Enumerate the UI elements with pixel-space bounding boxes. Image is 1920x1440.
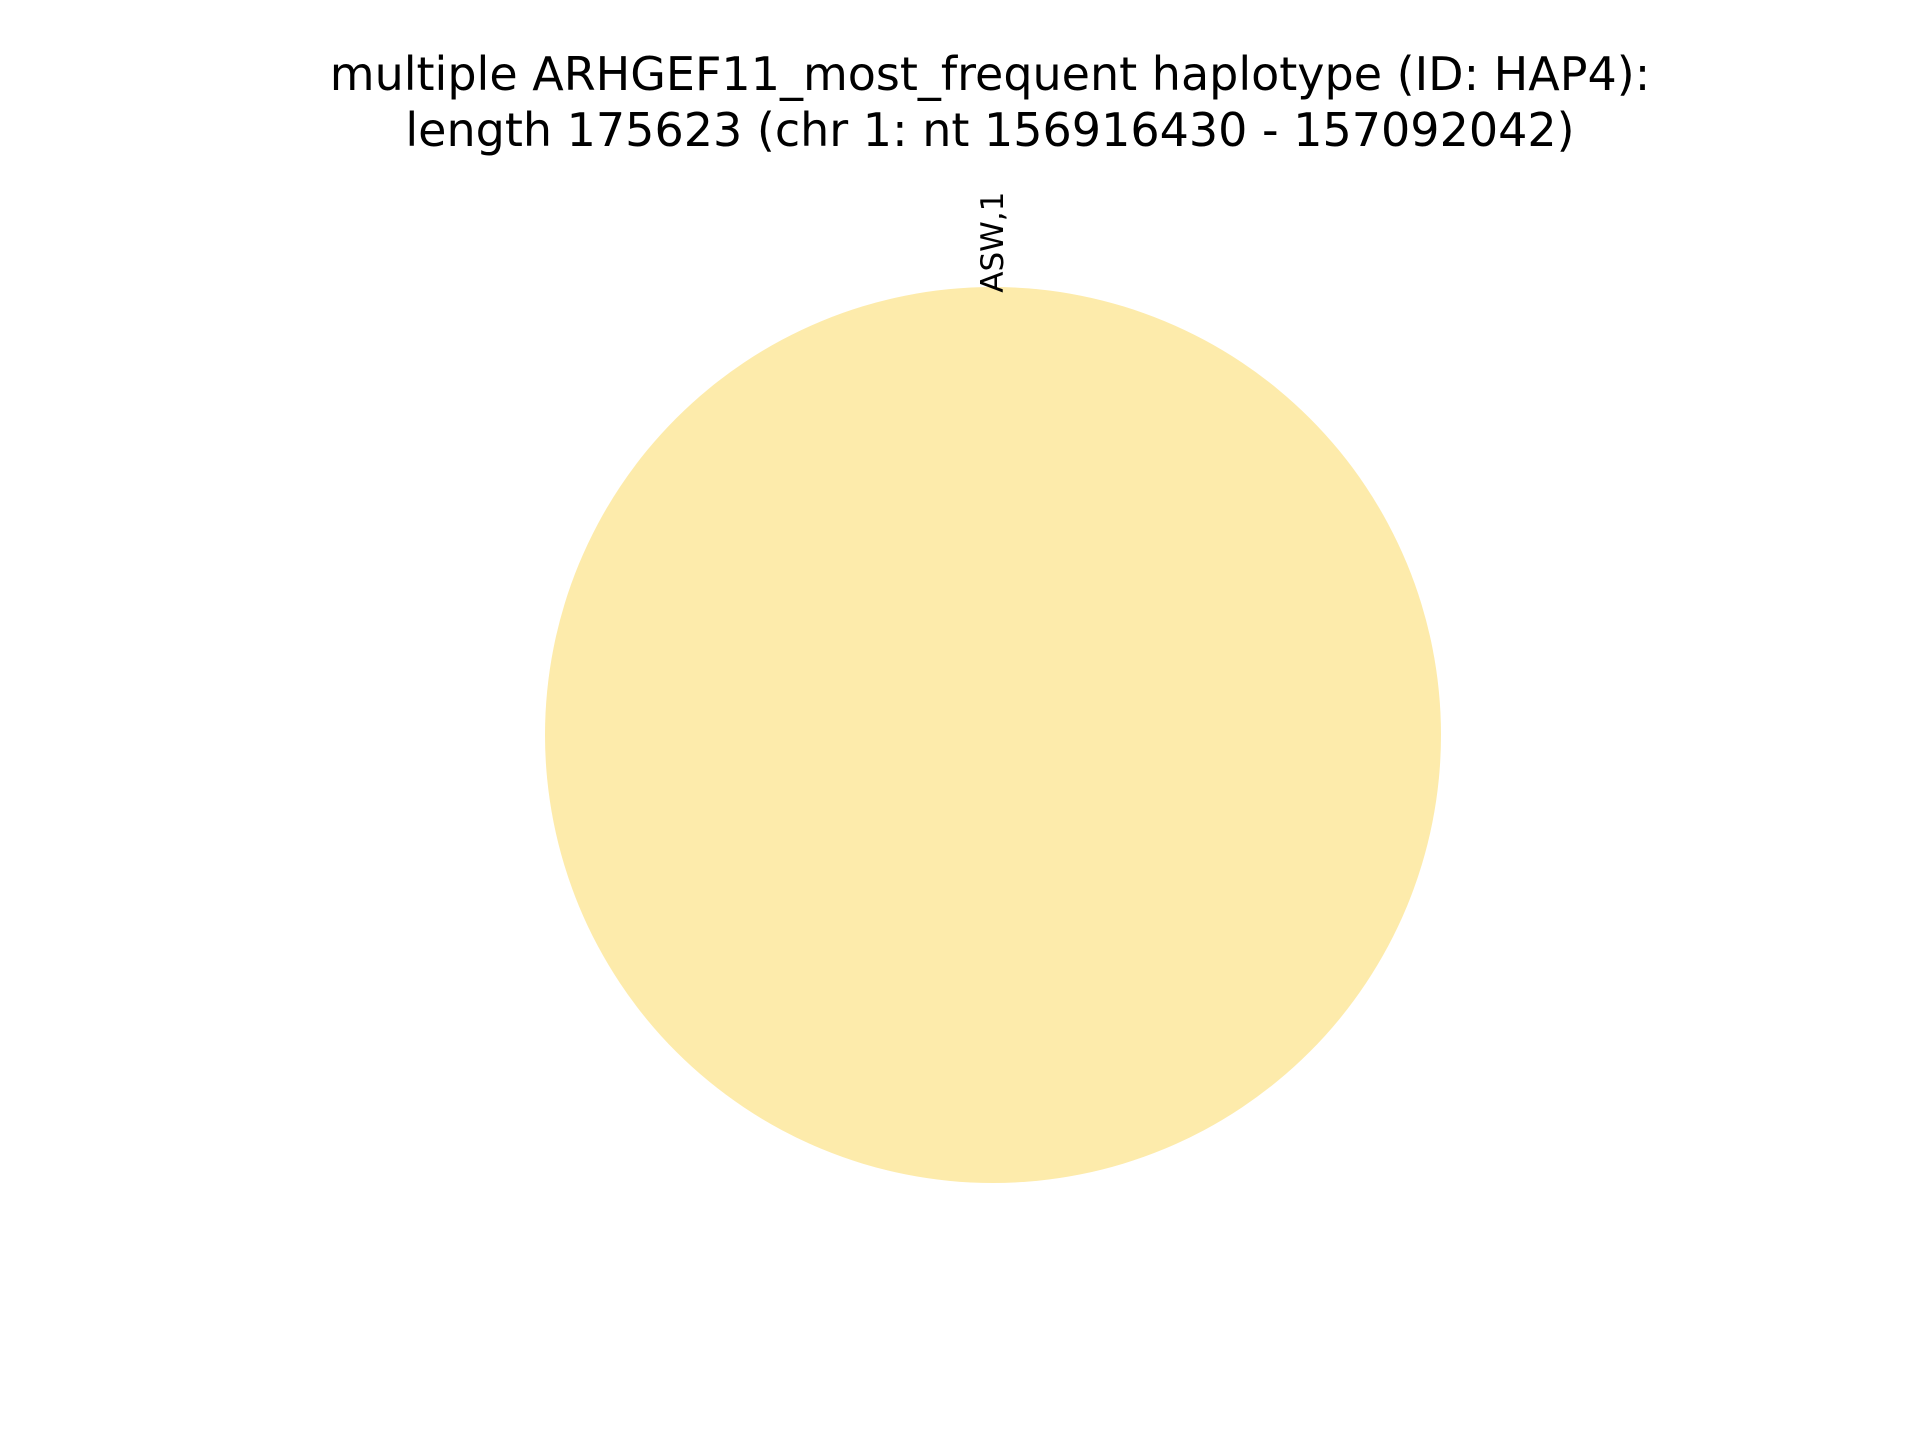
chart-title: multiple ARHGEF11_most_frequent haplotyp… (0, 46, 1920, 158)
pie-slice-asw-1 (545, 287, 1441, 1183)
pie-slices (545, 287, 1441, 1183)
pie-slice-label: ASW,1 (975, 192, 1011, 293)
chart-title-line-1: multiple ARHGEF11_most_frequent haplotyp… (329, 47, 1651, 101)
pie-labels: ASW,1 (975, 192, 1011, 293)
chart-subtitle: length 175623 (chr 1: nt 156916430 - 157… (405, 103, 1575, 157)
